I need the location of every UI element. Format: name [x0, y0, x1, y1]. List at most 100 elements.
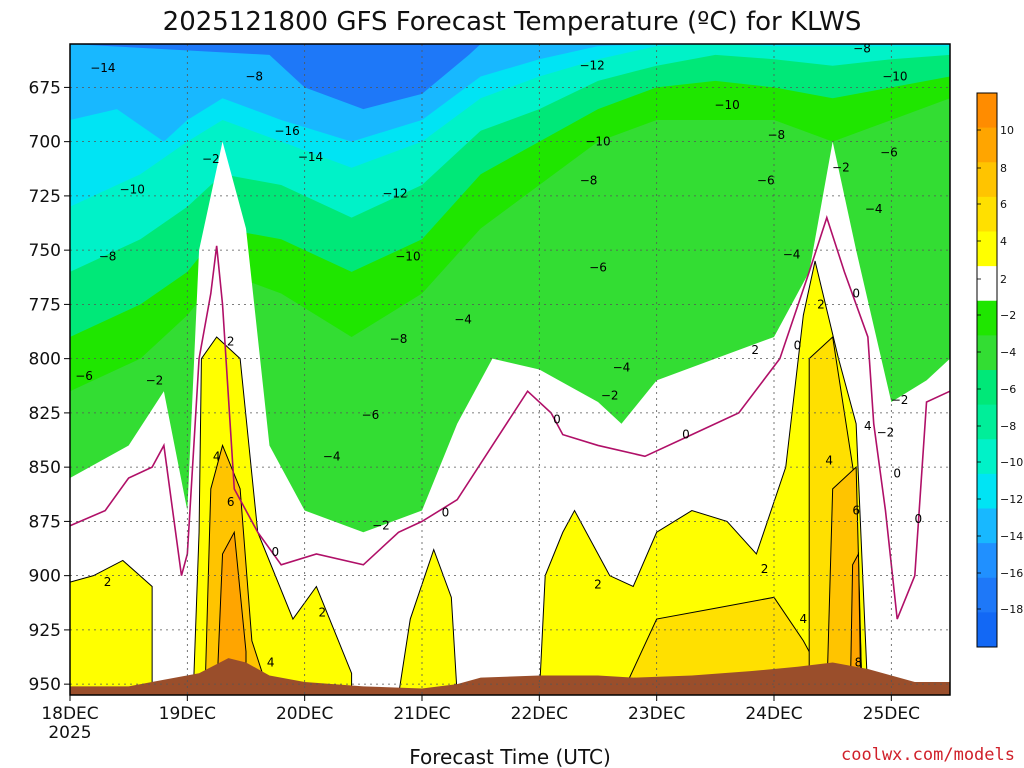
colorbar-swatch	[977, 612, 997, 648]
contour-label: 4	[213, 449, 221, 463]
contour-label: −2	[832, 161, 850, 175]
colorbar-swatch	[977, 577, 997, 613]
zero-isotherm	[69, 215, 951, 620]
contour-label: −4	[865, 202, 883, 216]
contour-label: −2	[146, 373, 164, 387]
colorbar-label: 10	[1000, 124, 1014, 137]
contour-label: 2	[751, 343, 759, 357]
y-tick-label: 950	[29, 675, 61, 695]
axis-ticks: 67570072575077580082585087590092595018DE…	[29, 78, 920, 743]
x-tick-label: 25DEC	[863, 704, 920, 724]
contour-label: −2	[202, 152, 220, 166]
credit-text: coolwx.com/models	[841, 745, 1015, 765]
colorbar-label: 4	[1000, 235, 1007, 248]
colorbar-swatch	[977, 404, 997, 440]
x-tick-label: 19DEC	[159, 704, 216, 724]
colorbar-label: −8	[1000, 420, 1016, 433]
colorbar-label: −6	[1000, 383, 1016, 396]
y-tick-label: 900	[29, 567, 61, 587]
colorbar-swatch	[977, 127, 997, 163]
colorbar-swatch	[977, 93, 997, 129]
y-tick-label: 725	[29, 187, 61, 207]
contour-label: −8	[99, 250, 117, 264]
colorbar-swatch	[977, 439, 997, 475]
colorbar-swatch	[977, 196, 997, 232]
x-year-label: 2025	[48, 723, 91, 743]
y-tick-label: 750	[29, 241, 61, 261]
contour-label: −10	[882, 70, 907, 84]
contour-label: −8	[767, 128, 785, 142]
contour-label: −2	[601, 389, 619, 403]
colorbar-swatch	[977, 543, 997, 579]
colorbar-swatch	[977, 370, 997, 406]
colorbar-label: −18	[1000, 603, 1023, 616]
x-tick-label: 23DEC	[628, 704, 685, 724]
y-tick-label: 875	[29, 512, 61, 532]
contour-label: 0	[553, 412, 561, 426]
colorbar-swatch	[977, 473, 997, 509]
contour-label: 4	[825, 454, 833, 468]
x-tick-label: 21DEC	[393, 704, 450, 724]
colorbar-label: 8	[1000, 162, 1007, 175]
colorbar-label: 6	[1000, 198, 1007, 211]
y-tick-label: 775	[29, 295, 61, 315]
terrain	[70, 658, 950, 695]
contour-label: 2	[594, 577, 602, 591]
contour-label: 0	[682, 428, 690, 442]
y-tick-label: 925	[29, 621, 61, 641]
colorbar-label: −16	[1000, 567, 1023, 580]
colorbar-label: −10	[1000, 456, 1023, 469]
plot-frame	[69, 43, 951, 696]
y-tick-label: 675	[29, 78, 61, 98]
contour-label: −10	[585, 135, 610, 149]
colorbar-label: −14	[1000, 530, 1023, 543]
warm-region-3	[538, 260, 869, 696]
contour-label: −10	[120, 182, 145, 196]
colorbar-label: −12	[1000, 493, 1023, 506]
colorbar-swatch	[977, 231, 997, 267]
contour-label: 2	[318, 606, 326, 620]
colorbar-swatch	[977, 300, 997, 336]
contour-label: 0	[914, 512, 922, 526]
colorbar-swatch	[977, 335, 997, 371]
contour-label: −6	[880, 146, 898, 160]
colorbar-frame	[976, 92, 998, 648]
contour-label: 6	[227, 495, 235, 509]
colorbar-swatch	[977, 266, 997, 302]
contour-label: 0	[442, 506, 450, 520]
colorbar-swatch	[977, 162, 997, 198]
colorbar-label: −2	[1000, 309, 1016, 322]
y-tick-label: 800	[29, 350, 61, 370]
contour-labels: −14 −8 −16 −14 −2 −10 −12 −8 −10 −8 −4 −6 −2 −6 −4 −2 0 2…	[75, 41, 922, 669]
y-tick-label: 700	[29, 133, 61, 153]
contour-label: −6	[75, 369, 93, 383]
contour-label: −10	[395, 250, 420, 264]
contour-label: −14	[298, 150, 323, 164]
contour-label: 0	[272, 545, 280, 559]
contour-label: 4	[800, 612, 808, 626]
colorbar-label: 2	[1000, 273, 1007, 286]
contour-label: −6	[589, 261, 607, 275]
x-axis-label: Forecast Time (UTC)	[409, 745, 611, 768]
x-tick-label: 24DEC	[745, 704, 802, 724]
contour-label: −8	[580, 174, 598, 188]
colorbar: 10 8 6 4 2 −2 −4 −6 −8 −10 −12 −14 −16 −18	[976, 92, 1023, 648]
contour-label: −12	[382, 187, 407, 201]
colorbar-swatch	[977, 508, 997, 544]
contour-label: −4	[323, 449, 341, 463]
contour-label: −14	[90, 61, 115, 75]
contour-label: 0	[852, 287, 860, 301]
x-tick-label: 20DEC	[276, 704, 333, 724]
temperature-fields	[69, 44, 951, 696]
contour-label: −2	[891, 393, 909, 407]
chart-title: 2025121800 GFS Forecast Temperature (ºC)…	[163, 7, 862, 37]
contour-label: 0	[794, 339, 802, 353]
contour-label: −10	[714, 98, 739, 112]
contour-label: −6	[757, 174, 775, 188]
contour-label: 2	[761, 562, 769, 576]
contour-label: −6	[362, 408, 380, 422]
contour-label: 4	[864, 419, 872, 433]
x-tick-label: 18DEC	[41, 704, 98, 724]
contour-label: 0	[893, 467, 901, 481]
